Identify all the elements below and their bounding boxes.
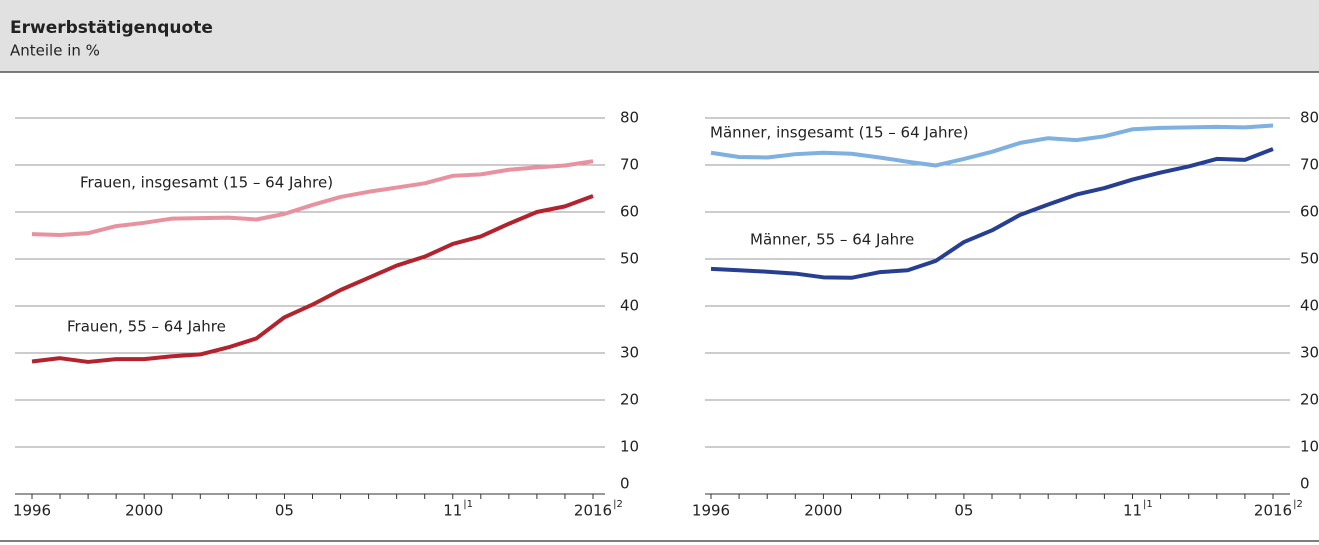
x-tick-label: 05	[275, 502, 294, 520]
y-tick-label: 50	[1300, 250, 1319, 268]
series-line	[710, 147, 1274, 280]
y-tick-label: 70	[620, 156, 639, 174]
series-line	[31, 159, 594, 238]
y-tick-label: 40	[620, 297, 639, 315]
x-tick-label: 11	[443, 502, 462, 520]
x-tick-label: 2016	[1254, 502, 1292, 520]
header-band	[0, 0, 1319, 72]
subtitle: Anteile in %	[10, 42, 100, 60]
x-tick-label: 11	[1123, 502, 1142, 520]
y-tick-label: 80	[1300, 109, 1319, 127]
series-line	[31, 194, 594, 364]
x-tick-label: 1996	[692, 502, 730, 520]
x-tick-label: 2016	[574, 502, 612, 520]
series-label: Frauen, insgesamt (15 – 64 Jahre)	[80, 174, 333, 192]
x-tick-note: |1	[463, 499, 473, 510]
series-label: Männer, 55 – 64 Jahre	[750, 231, 914, 249]
y-tick-label: 50	[620, 250, 639, 268]
x-tick-note: |2	[613, 499, 623, 510]
title: Erwerbstätigenquote	[10, 18, 213, 38]
x-tick-note: |1	[1143, 499, 1153, 510]
y-tick-label: 20	[620, 391, 639, 409]
y-tick-label: 0	[1300, 475, 1310, 493]
y-tick-label: 20	[1300, 391, 1319, 409]
y-tick-label: 40	[1300, 297, 1319, 315]
x-tick-label: 2000	[804, 502, 842, 520]
y-tick-label: 30	[1300, 344, 1319, 362]
y-tick-label: 70	[1300, 156, 1319, 174]
y-tick-label: 10	[1300, 438, 1319, 456]
x-tick-note: |2	[1293, 499, 1303, 510]
y-tick-label: 10	[620, 438, 639, 456]
x-tick-label: 2000	[125, 502, 163, 520]
x-tick-label: 05	[954, 502, 973, 520]
y-tick-label: 30	[620, 344, 639, 362]
y-tick-label: 80	[620, 109, 639, 127]
x-tick-label: 1996	[13, 502, 51, 520]
y-tick-label: 60	[620, 203, 639, 221]
y-tick-label: 60	[1300, 203, 1319, 221]
series-label: Frauen, 55 – 64 Jahre	[67, 318, 226, 336]
series-line	[710, 123, 1274, 168]
y-tick-label: 0	[620, 475, 630, 493]
series-label: Männer, insgesamt (15 – 64 Jahre)	[710, 124, 968, 142]
